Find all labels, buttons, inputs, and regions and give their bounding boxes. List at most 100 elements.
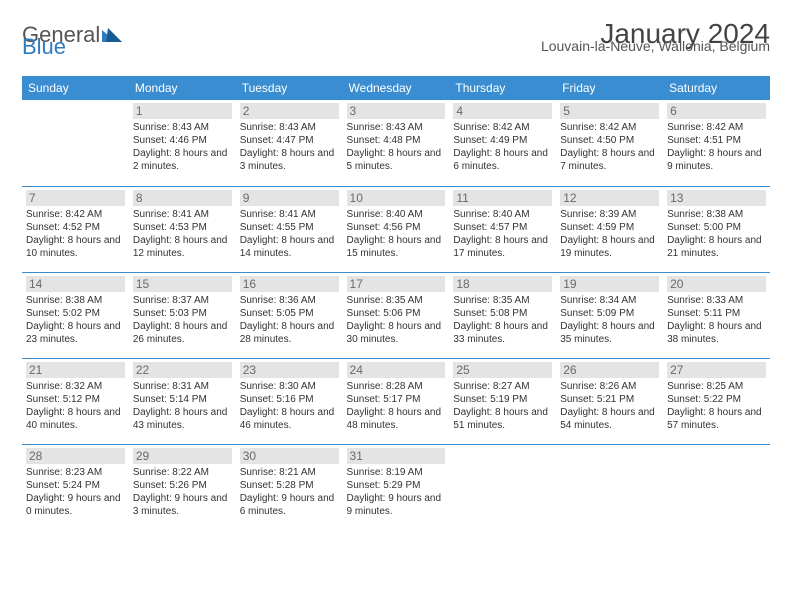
day-number: 17 [347,276,446,292]
day-number: 16 [240,276,339,292]
calendar-page: General January 2024 Blue Louvain-la-Neu… [0,0,792,530]
calendar-day-cell: 11Sunrise: 8:40 AMSunset: 4:57 PMDayligh… [449,186,556,272]
weekday-header: Monday [129,76,236,100]
day-detail-text: Sunrise: 8:34 AMSunset: 5:09 PMDaylight:… [560,294,659,346]
day-detail-text: Sunrise: 8:26 AMSunset: 5:21 PMDaylight:… [560,380,659,432]
calendar-day-cell: 29 Sunrise: 8:22 AMSunset: 5:26 PMDayligh… [129,444,236,530]
calendar-day-cell: 22 Sunrise: 8:31 AMSunset: 5:14 PMDayligh… [129,358,236,444]
day-number: 30 [240,448,339,464]
calendar-day-cell: 9 Sunrise: 8:41 AMSunset: 4:55 PMDaylight… [236,186,343,272]
day-detail-text: Sunrise: 8:35 AMSunset: 5:08 PMDaylight:… [453,294,552,346]
calendar-day-cell: 25Sunrise: 8:27 AMSunset: 5:19 PMDayligh… [449,358,556,444]
day-detail-text: Sunrise: 8:37 AMSunset: 5:03 PMDaylight:… [133,294,232,346]
day-detail-text: Sunrise: 8:42 AMSunset: 4:51 PMDaylight:… [667,121,766,173]
day-detail-text: Sunrise: 8:39 AMSunset: 4:59 PMDaylight:… [560,208,659,260]
calendar-day-cell [556,444,663,530]
day-detail-text: Sunrise: 8:41 AMSunset: 4:53 PMDaylight:… [133,208,232,260]
day-number: 26 [560,362,659,378]
calendar-day-cell [449,444,556,530]
calendar-day-cell: 27 Sunrise: 8:25 AMSunset: 5:22 PMDayligh… [663,358,770,444]
calendar-day-cell: 8 Sunrise: 8:41 AMSunset: 4:53 PMDaylight… [129,186,236,272]
calendar-week-row: 14 Sunrise: 8:38 AMSunset: 5:02 PMDayligh… [22,272,770,358]
day-detail-text: Sunrise: 8:43 AMSunset: 4:46 PMDaylight:… [133,121,232,173]
day-detail-text: Sunrise: 8:38 AMSunset: 5:00 PMDaylight:… [667,208,766,260]
day-number: 4 [453,103,552,119]
calendar-day-cell: 4 Sunrise: 8:42 AMSunset: 4:49 PMDaylight… [449,100,556,186]
calendar-table: Sunday Monday Tuesday Wednesday Thursday… [22,76,770,530]
calendar-day-cell: 21 Sunrise: 8:32 AMSunset: 5:12 PMDayligh… [22,358,129,444]
day-number: 23 [240,362,339,378]
day-number: 15 [133,276,232,292]
calendar-day-cell: 3 Sunrise: 8:43 AMSunset: 4:48 PMDaylight… [343,100,450,186]
day-detail-text: Sunrise: 8:31 AMSunset: 5:14 PMDaylight:… [133,380,232,432]
day-number: 6 [667,103,766,119]
calendar-day-cell: 26 Sunrise: 8:26 AMSunset: 5:21 PMDayligh… [556,358,663,444]
day-detail-text: Sunrise: 8:33 AMSunset: 5:11 PMDaylight:… [667,294,766,346]
day-detail-text: Sunrise: 8:21 AMSunset: 5:28 PMDaylight:… [240,466,339,518]
day-number: 28 [26,448,125,464]
calendar-day-cell: 12Sunrise: 8:39 AMSunset: 4:59 PMDayligh… [556,186,663,272]
day-number: 25 [453,362,552,378]
day-detail-text: Sunrise: 8:28 AMSunset: 5:17 PMDaylight:… [347,380,446,432]
weekday-header: Saturday [663,76,770,100]
weekday-header: Tuesday [236,76,343,100]
calendar-body: 1Sunrise: 8:43 AMSunset: 4:46 PMDaylight… [22,100,770,530]
day-number: 27 [667,362,766,378]
day-detail-text: Sunrise: 8:32 AMSunset: 5:12 PMDaylight:… [26,380,125,432]
day-detail-text: Sunrise: 8:30 AMSunset: 5:16 PMDaylight:… [240,380,339,432]
day-number: 22 [133,362,232,378]
day-number: 18 [453,276,552,292]
weekday-header-row: Sunday Monday Tuesday Wednesday Thursday… [22,76,770,100]
calendar-day-cell: 24 Sunrise: 8:28 AMSunset: 5:17 PMDayligh… [343,358,450,444]
day-number: 7 [26,190,125,206]
weekday-header: Friday [556,76,663,100]
calendar-day-cell: 13 Sunrise: 8:38 AMSunset: 5:00 PMDayligh… [663,186,770,272]
calendar-day-cell: 20 Sunrise: 8:33 AMSunset: 5:11 PMDayligh… [663,272,770,358]
weekday-header: Sunday [22,76,129,100]
day-detail-text: Sunrise: 8:38 AMSunset: 5:02 PMDaylight:… [26,294,125,346]
calendar-day-cell [663,444,770,530]
day-detail-text: Sunrise: 8:42 AMSunset: 4:49 PMDaylight:… [453,121,552,173]
calendar-day-cell: 31 Sunrise: 8:19 AMSunset: 5:29 PMDayligh… [343,444,450,530]
calendar-day-cell: 5 Sunrise: 8:42 AMSunset: 4:50 PMDaylight… [556,100,663,186]
day-number: 19 [560,276,659,292]
day-detail-text: Sunrise: 8:42 AMSunset: 4:50 PMDaylight:… [560,121,659,173]
calendar-day-cell: 18 Sunrise: 8:35 AMSunset: 5:08 PMDayligh… [449,272,556,358]
day-number: 14 [26,276,125,292]
day-detail-text: Sunrise: 8:19 AMSunset: 5:29 PMDaylight:… [347,466,446,518]
calendar-day-cell: 19 Sunrise: 8:34 AMSunset: 5:09 PMDayligh… [556,272,663,358]
day-number: 29 [133,448,232,464]
day-number: 10 [347,190,446,206]
weekday-header: Thursday [449,76,556,100]
day-number: 13 [667,190,766,206]
day-detail-text: Sunrise: 8:36 AMSunset: 5:05 PMDaylight:… [240,294,339,346]
calendar-day-cell: 7 Sunrise: 8:42 AMSunset: 4:52 PMDaylight… [22,186,129,272]
day-detail-text: Sunrise: 8:42 AMSunset: 4:52 PMDaylight:… [26,208,125,260]
calendar-week-row: 21 Sunrise: 8:32 AMSunset: 5:12 PMDayligh… [22,358,770,444]
day-number: 31 [347,448,446,464]
calendar-day-cell: 2Sunrise: 8:43 AMSunset: 4:47 PMDaylight… [236,100,343,186]
calendar-day-cell: 6 Sunrise: 8:42 AMSunset: 4:51 PMDaylight… [663,100,770,186]
calendar-week-row: 7 Sunrise: 8:42 AMSunset: 4:52 PMDaylight… [22,186,770,272]
day-number: 5 [560,103,659,119]
day-number: 3 [347,103,446,119]
day-number: 8 [133,190,232,206]
day-number: 9 [240,190,339,206]
day-detail-text: Sunrise: 8:41 AMSunset: 4:55 PMDaylight:… [240,208,339,260]
calendar-day-cell: 23 Sunrise: 8:30 AMSunset: 5:16 PMDayligh… [236,358,343,444]
day-detail-text: Sunrise: 8:35 AMSunset: 5:06 PMDaylight:… [347,294,446,346]
day-detail-text: Sunrise: 8:23 AMSunset: 5:24 PMDaylight:… [26,466,125,518]
day-detail-text: Sunrise: 8:22 AMSunset: 5:26 PMDaylight:… [133,466,232,518]
calendar-day-cell [22,100,129,186]
calendar-day-cell: 16 Sunrise: 8:36 AMSunset: 5:05 PMDayligh… [236,272,343,358]
day-number: 21 [26,362,125,378]
calendar-day-cell: 17 Sunrise: 8:35 AMSunset: 5:06 PMDayligh… [343,272,450,358]
calendar-week-row: 28 Sunrise: 8:23 AMSunset: 5:24 PMDayligh… [22,444,770,530]
day-detail-text: Sunrise: 8:25 AMSunset: 5:22 PMDaylight:… [667,380,766,432]
day-detail-text: Sunrise: 8:43 AMSunset: 4:48 PMDaylight:… [347,121,446,173]
weekday-header: Wednesday [343,76,450,100]
day-detail-text: Sunrise: 8:43 AMSunset: 4:47 PMDaylight:… [240,121,339,173]
calendar-day-cell: 10Sunrise: 8:40 AMSunset: 4:56 PMDayligh… [343,186,450,272]
day-number: 20 [667,276,766,292]
day-number: 24 [347,362,446,378]
